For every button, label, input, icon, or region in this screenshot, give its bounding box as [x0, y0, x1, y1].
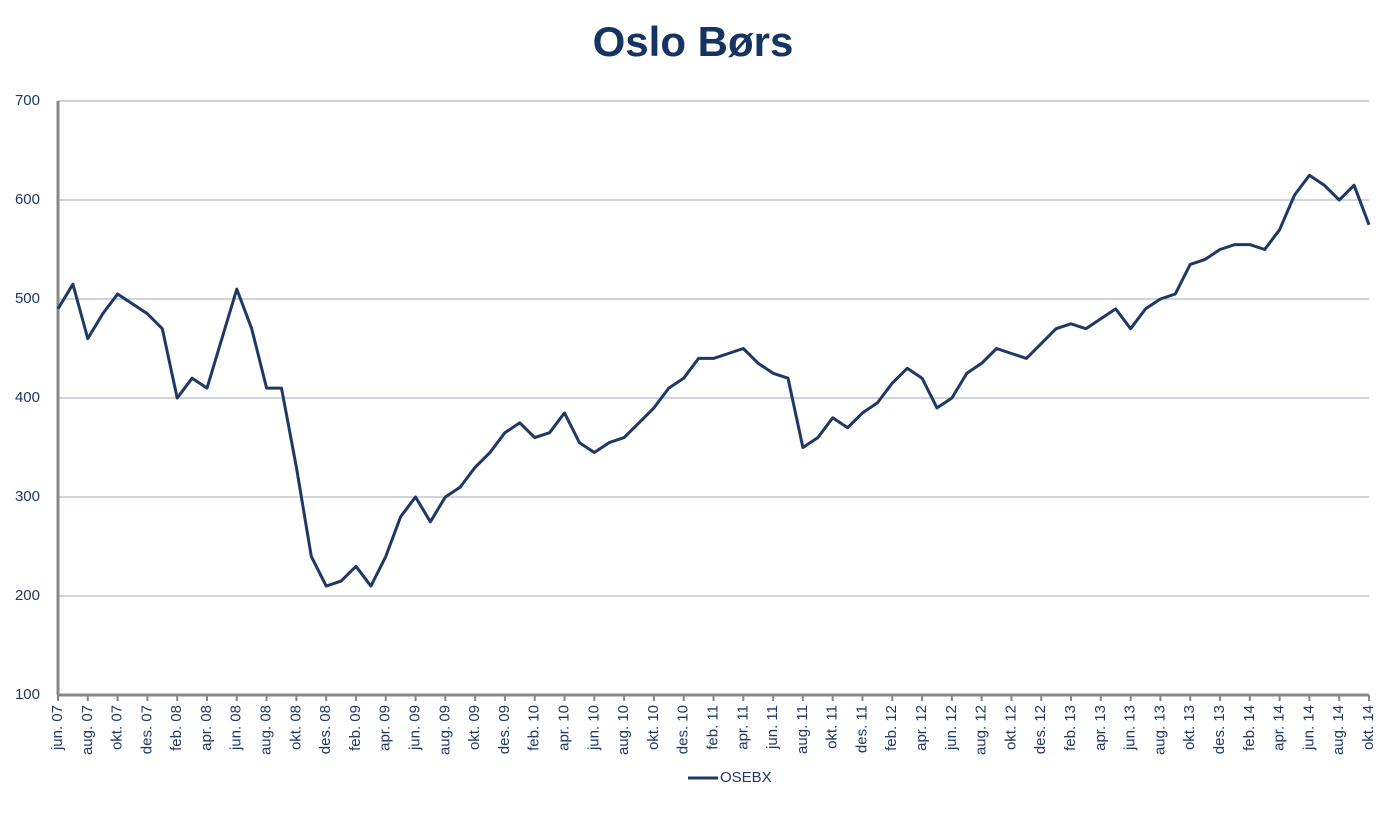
x-tick-label: jun. 10: [585, 705, 602, 751]
y-tick-label: 600: [15, 191, 40, 208]
y-tick-label: 500: [15, 290, 40, 307]
x-tick-label: des. 10: [675, 705, 692, 754]
x-tick-label: feb. 14: [1241, 705, 1258, 751]
y-tick-label: 700: [15, 92, 40, 109]
x-tick-label: apr. 08: [198, 705, 215, 751]
x-tick-label: jun. 07: [49, 705, 66, 751]
x-tick-label: feb. 11: [704, 705, 721, 750]
x-tick-label: aug. 10: [615, 705, 632, 755]
x-tick-label: aug. 08: [258, 705, 275, 755]
y-tick-label: 400: [15, 389, 40, 406]
x-tick-label: okt. 09: [466, 705, 483, 750]
x-tick-label: feb. 10: [526, 705, 543, 751]
x-tick-label: des. 13: [1211, 705, 1228, 754]
x-tick-label: des. 11: [853, 705, 870, 753]
x-tick-label: okt. 08: [287, 705, 304, 750]
x-tick-label: aug. 14: [1330, 705, 1347, 755]
y-tick-label: 300: [15, 488, 40, 505]
x-tick-label: aug. 12: [973, 705, 990, 755]
x-tick-label: jun. 11: [764, 705, 781, 750]
x-tick-label: feb. 09: [347, 705, 364, 751]
x-tick-label: jun. 08: [228, 705, 245, 751]
x-tick-label: aug. 13: [1151, 705, 1168, 755]
x-tick-label: okt. 11: [824, 705, 841, 749]
x-tick-label: jun. 09: [407, 705, 424, 751]
x-tick-label: apr. 12: [913, 705, 930, 751]
x-tick-label: des. 09: [496, 705, 513, 754]
x-tick-label: feb. 08: [168, 705, 185, 751]
x-tick-label: des. 08: [317, 705, 334, 754]
x-tick-label: okt. 12: [1002, 705, 1019, 750]
x-tick-label: jun. 13: [1122, 705, 1139, 751]
y-tick-label: 200: [15, 587, 40, 604]
line-series: [56, 173, 1371, 588]
y-tick-label: 100: [15, 686, 40, 703]
x-tick-label: des. 07: [138, 705, 155, 754]
x-tick-label: aug. 11: [794, 705, 811, 754]
x-tick-label: apr. 14: [1271, 705, 1288, 751]
x-tick-label: apr. 11: [734, 705, 751, 750]
x-tick-label: aug. 09: [436, 705, 453, 755]
x-tick-label: jun. 12: [943, 705, 960, 751]
x-tick-label: apr. 13: [1092, 705, 1109, 751]
x-tick-label: jun. 14: [1300, 705, 1317, 751]
legend-label: OSEBX: [720, 769, 772, 786]
x-tick-label: okt. 10: [645, 705, 662, 750]
x-tick-label: feb. 13: [1062, 705, 1079, 751]
x-tick-label: apr. 10: [555, 705, 572, 751]
chart-title: Oslo Børs: [593, 18, 794, 65]
x-tick-label: okt. 07: [109, 705, 126, 750]
x-tick-label: apr. 09: [377, 705, 394, 751]
x-tick-label: okt. 14: [1360, 705, 1377, 750]
x-tick-label: aug. 07: [79, 705, 96, 755]
x-tick-label: okt. 13: [1181, 705, 1198, 750]
x-tick-label: des. 12: [1032, 705, 1049, 754]
x-tick-label: feb. 12: [883, 705, 900, 751]
